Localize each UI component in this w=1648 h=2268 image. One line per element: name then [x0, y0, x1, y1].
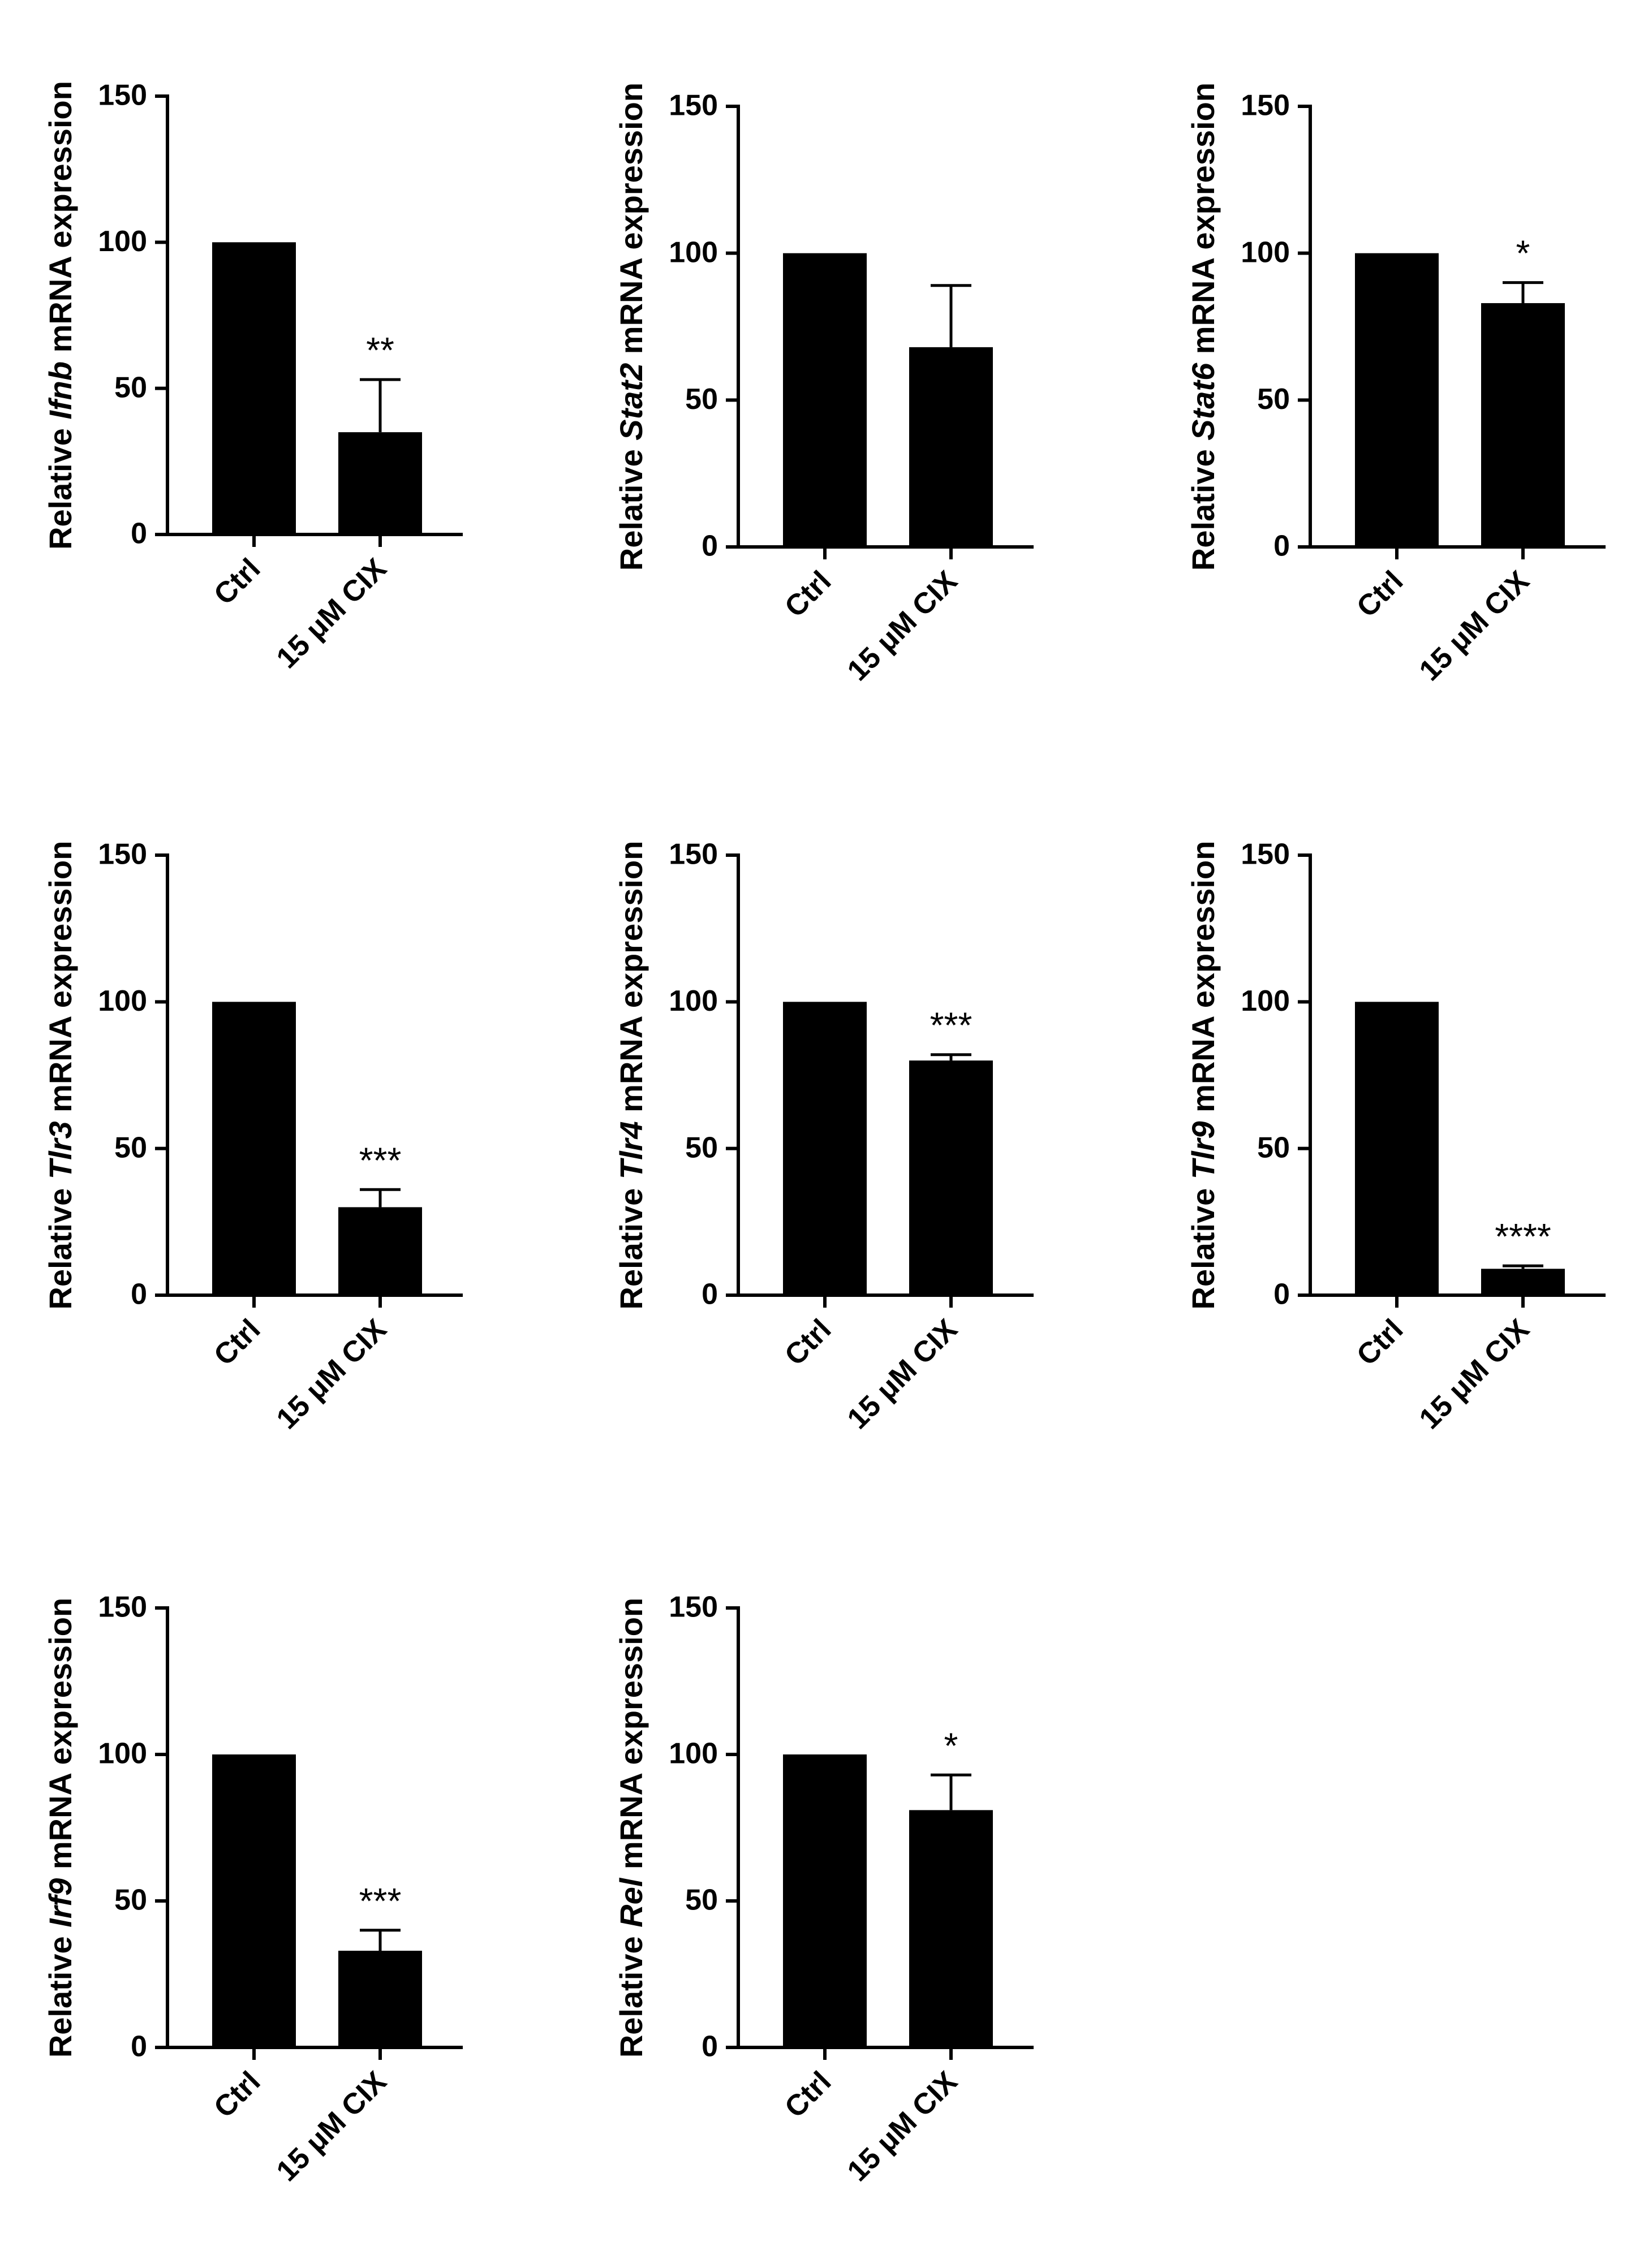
significance-marker: ***	[930, 1005, 973, 1046]
bar-cix	[338, 432, 422, 534]
significance-marker: ****	[1495, 1216, 1551, 1257]
chart-panel-rel: 0 50 100 150 Relative Rel mRNA expression Ctr…	[613, 1591, 1034, 2188]
y-tick-label: 100	[98, 225, 147, 258]
chart-panel-stat6: 0 50 100 150 Relative Stat6 mRNA expression C…	[1185, 83, 1606, 687]
x-category-label: 15 μM CIX	[270, 552, 393, 675]
y-tick-label: 100	[98, 985, 147, 1017]
x-category-label: Ctrl	[208, 1313, 266, 1372]
bar-ctrl	[783, 1002, 867, 1295]
y-tick-label: 100	[1241, 236, 1290, 269]
y-tick-label: 50	[1257, 1131, 1290, 1164]
x-category-label: Ctrl	[208, 2065, 266, 2124]
y-tick-label: 150	[98, 79, 147, 112]
y-tick-label: 0	[131, 2030, 147, 2063]
x-category-label: 15 μM CIX	[841, 2065, 964, 2188]
y-tick-label: 50	[685, 1884, 718, 1917]
significance-marker: **	[366, 330, 394, 370]
significance-marker: *	[944, 1725, 958, 1766]
y-tick-label: 100	[98, 1737, 147, 1770]
y-axis-label: Relative Tlr3 mRNA expression	[42, 841, 78, 1310]
bar-ctrl	[783, 253, 867, 547]
y-tick-label: 50	[114, 1884, 147, 1917]
x-category-label: 15 μM CIX	[270, 1313, 393, 1435]
y-tick-label: 100	[1241, 985, 1290, 1017]
x-category-label: Ctrl	[778, 2065, 837, 2124]
significance-marker: ***	[359, 1881, 402, 1921]
y-tick-label: 0	[1273, 530, 1290, 563]
chart-panel-ifnb: 0 50 100 150 Relative Ifnb mRNA expression Ct…	[42, 79, 463, 675]
y-axis-label: Relative Stat6 mRNA expression	[1185, 83, 1221, 571]
y-tick-label: 150	[669, 1591, 718, 1624]
bar-ctrl	[1355, 253, 1439, 547]
y-tick-label: 0	[702, 530, 718, 563]
y-tick-label: 150	[1241, 838, 1290, 871]
y-tick-label: 50	[685, 383, 718, 416]
y-tick-label: 0	[702, 1278, 718, 1311]
y-tick-label: 50	[114, 371, 147, 404]
bar-cix	[909, 347, 993, 547]
bar-cix	[338, 1207, 422, 1295]
y-tick-label: 100	[669, 985, 718, 1017]
y-axis-label: Relative Tlr9 mRNA expression	[1185, 841, 1221, 1310]
y-tick-label: 150	[98, 838, 147, 871]
x-category-label: Ctrl	[778, 1313, 837, 1372]
y-tick-label: 100	[669, 1737, 718, 1770]
chart-panel-tlr3: 0 50 100 150 Relative Tlr3 mRNA expression Ct…	[42, 838, 463, 1435]
bar-cix	[1481, 1269, 1565, 1295]
x-category-label: 15 μM CIX	[270, 2065, 393, 2188]
y-tick-label: 50	[685, 1131, 718, 1164]
bar-ctrl	[212, 1754, 296, 2047]
y-tick-label: 100	[669, 236, 718, 269]
bar-cix	[338, 1951, 422, 2047]
bar-cix	[909, 1810, 993, 2047]
y-tick-label: 0	[702, 2030, 718, 2063]
chart-panel-tlr9: 0 50 100 150 Relative Tlr9 mRNA expression Ct…	[1185, 838, 1606, 1435]
y-tick-label: 0	[1273, 1278, 1290, 1311]
x-category-label: Ctrl	[778, 564, 837, 623]
y-axis-label: Relative Ifnb mRNA expression	[42, 81, 78, 550]
y-tick-label: 150	[1241, 89, 1290, 122]
bar-cix	[909, 1060, 993, 1295]
bar-cix	[1481, 303, 1565, 547]
x-category-label: Ctrl	[1350, 1313, 1409, 1372]
y-tick-label: 50	[114, 1131, 147, 1164]
chart-panel-stat2: 0 50 100 150 Relative Stat2 mRNA expression C…	[613, 83, 1034, 687]
significance-marker: ***	[359, 1140, 402, 1180]
chart-panel-tlr4: 0 50 100 150 Relative Tlr4 mRNA expression Ct…	[613, 838, 1034, 1435]
x-category-label: 15 μM CIX	[841, 1313, 964, 1435]
y-axis-label: Relative Irf9 mRNA expression	[42, 1598, 78, 2058]
x-category-label: 15 μM CIX	[1413, 564, 1536, 687]
chart-panel-irf9: 0 50 100 150 Relative Irf9 mRNA expression Ct…	[42, 1591, 463, 2188]
x-category-label: 15 μM CIX	[841, 564, 964, 687]
bar-ctrl	[1355, 1002, 1439, 1295]
y-tick-label: 150	[669, 89, 718, 122]
y-axis-label: Relative Rel mRNA expression	[613, 1598, 649, 2058]
bar-ctrl	[783, 1754, 867, 2047]
x-category-label: Ctrl	[1350, 564, 1409, 623]
bar-ctrl	[212, 1002, 296, 1295]
y-tick-label: 0	[131, 1278, 147, 1311]
y-axis-label: Relative Tlr4 mRNA expression	[613, 841, 649, 1310]
y-tick-label: 50	[1257, 383, 1290, 416]
y-axis-label: Relative Stat2 mRNA expression	[613, 83, 649, 571]
bar-ctrl	[212, 242, 296, 534]
y-tick-label: 150	[669, 838, 718, 871]
x-category-label: Ctrl	[208, 552, 266, 611]
y-tick-label: 0	[131, 518, 147, 550]
significance-marker: *	[1516, 233, 1530, 274]
x-category-label: 15 μM CIX	[1413, 1313, 1536, 1435]
y-tick-label: 150	[98, 1591, 147, 1624]
